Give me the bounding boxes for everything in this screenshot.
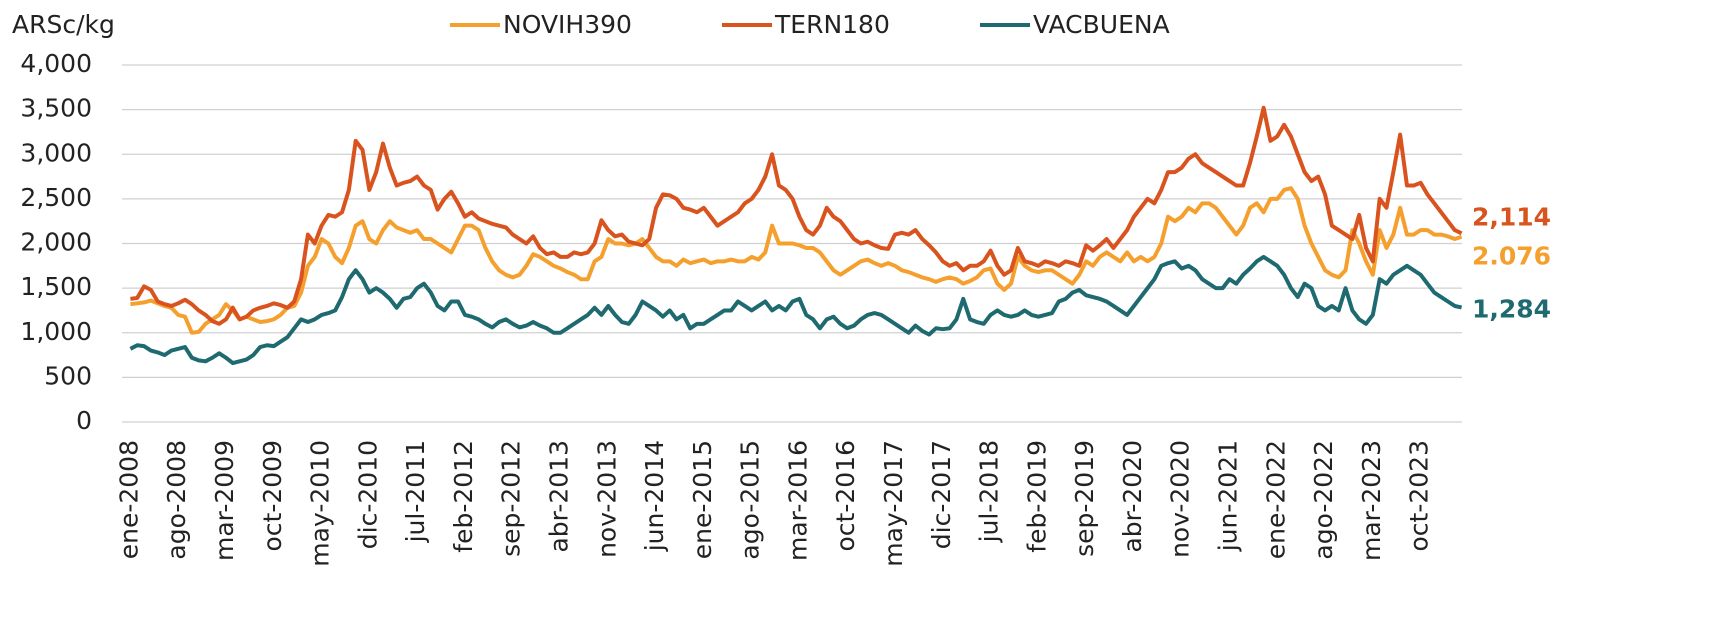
series-line <box>130 105 1463 326</box>
x-tick-label: jul-2018 <box>975 440 1004 543</box>
x-tick-label: dic-2010 <box>353 440 382 549</box>
y-tick-label: 2,000 <box>20 228 92 257</box>
end-label: 2,114 <box>1472 202 1551 231</box>
x-tick-label: mar-2016 <box>783 440 812 561</box>
x-tick-label: may-2017 <box>879 440 908 567</box>
legend-label: TERN180 <box>774 10 890 39</box>
x-tick-label: sep-2012 <box>497 440 526 557</box>
y-axis-label: ARSc/kg <box>12 10 115 39</box>
x-tick-label: oct-2009 <box>258 440 287 552</box>
x-tick-label: ago-2008 <box>162 440 191 560</box>
x-tick-label: nov-2013 <box>592 440 621 558</box>
y-tick-label: 3,500 <box>20 94 92 123</box>
y-tick-label: 4,000 <box>20 49 92 78</box>
x-tick-label: ago-2015 <box>736 440 765 560</box>
x-tick-label: ene-2022 <box>1261 440 1290 559</box>
x-tick-label: dic-2017 <box>927 440 956 549</box>
y-tick-label: 1,500 <box>20 272 92 301</box>
y-tick-label: 3,000 <box>20 138 92 167</box>
x-tick-label: jun-2014 <box>640 440 669 552</box>
y-tick-label: 0 <box>76 406 92 435</box>
y-tick-label: 1,000 <box>20 317 92 346</box>
series-line <box>130 186 1463 335</box>
x-tick-label: nov-2020 <box>1166 440 1195 558</box>
legend-label: VACBUENA <box>1033 10 1170 39</box>
x-tick-label: mar-2023 <box>1357 440 1386 561</box>
series-line <box>129 254 1462 366</box>
x-tick-label: feb-2012 <box>449 440 478 553</box>
end-label: 2.076 <box>1472 242 1551 271</box>
x-tick-label: oct-2016 <box>831 440 860 552</box>
y-tick-label: 2,500 <box>20 183 92 212</box>
x-tick-label: mar-2009 <box>210 440 239 561</box>
legend-label: NOVIH390 <box>503 10 632 39</box>
end-label: 1,284 <box>1472 294 1551 323</box>
x-tick-label: jul-2011 <box>401 440 430 543</box>
x-tick-label: ene-2015 <box>688 440 717 559</box>
x-tick-label: jun-2021 <box>1213 440 1242 552</box>
x-tick-label: oct-2023 <box>1405 440 1434 552</box>
x-tick-label: abr-2020 <box>1118 440 1147 553</box>
x-tick-label: abr-2013 <box>544 440 573 553</box>
x-tick-label: feb-2019 <box>1022 440 1051 553</box>
x-tick-label: sep-2019 <box>1070 440 1099 557</box>
x-tick-label: may-2010 <box>306 440 335 567</box>
x-tick-label: ago-2022 <box>1309 440 1338 560</box>
y-tick-label: 500 <box>44 361 92 390</box>
x-tick-label: ene-2008 <box>114 440 143 559</box>
